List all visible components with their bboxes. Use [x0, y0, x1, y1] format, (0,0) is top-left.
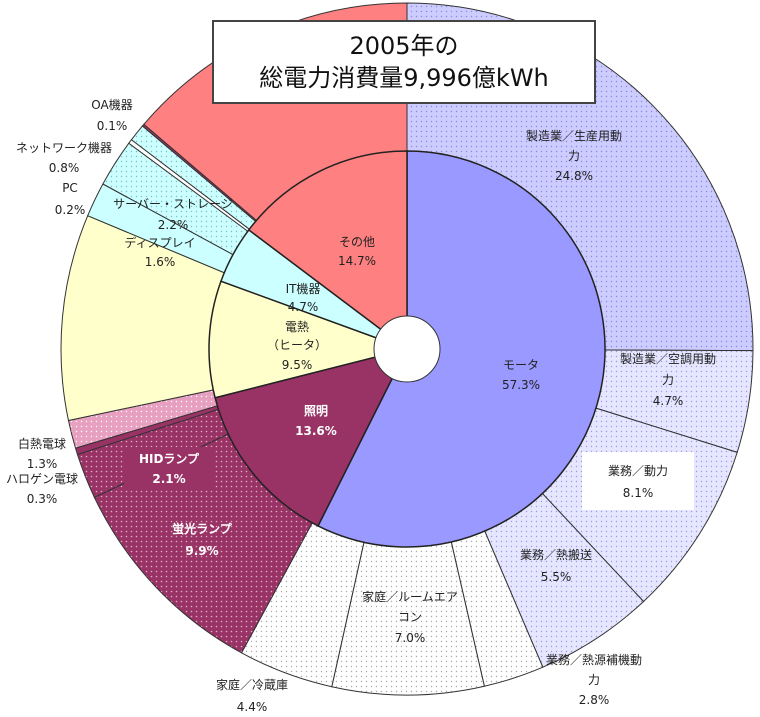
label-pc-pct: 0.2% [55, 203, 86, 217]
label-network-pct: 0.8% [49, 161, 80, 175]
label-server-name: サーバー・ストレージ [113, 197, 233, 211]
label-lighting-name: 照明 [304, 403, 328, 418]
label-hid-pct: 2.1% [152, 472, 185, 486]
label-fluor-pct: 9.9% [185, 544, 218, 558]
label-home-ac-name1: 家庭／ルームエア [362, 589, 458, 604]
label-it-pct: 4.7% [288, 300, 319, 314]
label-home-ac-name2: コン [398, 610, 422, 624]
label-biz-aux-name2: 力 [588, 673, 600, 687]
inner-ring [208, 150, 606, 548]
center-hole [373, 315, 441, 383]
chart-title-line2: 総電力消費量9,996億kWh [259, 64, 549, 92]
label-motor-name: モータ [503, 358, 539, 372]
label-mfg-air-pct: 4.7% [653, 394, 684, 408]
label-server-pct: 2.2% [158, 218, 189, 232]
label-biz-aux-name1: 業務／熱源補機動 [546, 652, 642, 667]
label-oa-pct: 0.1% [97, 119, 128, 133]
label-biz-heat-name: 業務／熱搬送 [520, 547, 592, 562]
label-incand-pct: 1.3% [27, 457, 58, 471]
chart-title: 2005年の 総電力消費量9,996億kWh [212, 20, 596, 104]
inner-slice-0 [317, 150, 606, 548]
label-halogen-pct: 0.3% [27, 492, 58, 506]
label-mfg-prod-name2: 力 [568, 149, 580, 163]
label-display-pct: 1.6% [145, 255, 176, 269]
label-biz-aux-pct: 2.8% [579, 693, 610, 707]
label-heater-name2: （ヒータ） [267, 338, 327, 352]
label-biz-power-box [582, 452, 694, 510]
label-home-fridge-pct: 4.4% [237, 700, 268, 714]
label-mfg-prod-pct: 24.8% [555, 169, 593, 183]
label-biz-power-name: 業務／動力 [608, 464, 668, 478]
chart-title-line1: 2005年の [349, 32, 459, 60]
label-display-name: ディスプレイ [124, 235, 195, 250]
label-hid-box [124, 447, 214, 489]
label-fluor-name: 蛍光ランプ [172, 521, 233, 536]
label-mfg-air-name1: 製造業／空調用動 [620, 352, 716, 366]
label-halogen-name: ハロゲン電球 [6, 472, 78, 486]
label-lighting-pct: 13.6% [295, 424, 337, 438]
inner-slice-2 [208, 280, 410, 399]
label-other-pct: 14.7% [338, 254, 376, 268]
label-mfg-prod-name1: 製造業／生産用動 [526, 128, 622, 143]
label-it-name: IT機器 [286, 281, 321, 296]
label-heater-pct: 9.5% [282, 358, 313, 372]
label-mfg-air-name2: 力 [662, 373, 674, 387]
inner-slice-4 [247, 150, 408, 351]
label-hid-name: HIDランプ [139, 451, 200, 466]
label-pc-name: PC [62, 181, 78, 195]
label-home-fridge-name: 家庭／冷蔵庫 [216, 677, 288, 692]
label-biz-heat-pct: 5.5% [541, 570, 572, 584]
inner-slice-1 [214, 347, 409, 527]
label-heater-name1: 電熱 [285, 320, 309, 334]
label-incand-name: 白熱電球 [18, 436, 66, 451]
label-home-ac-pct: 7.0% [395, 631, 426, 645]
label-network-name: ネットワーク機器 [16, 140, 112, 155]
label-oa-name: OA機器 [91, 97, 132, 112]
label-biz-power-pct: 8.1% [623, 486, 654, 500]
label-other-name: その他 [339, 235, 375, 249]
label-motor-pct: 57.3% [502, 378, 540, 392]
